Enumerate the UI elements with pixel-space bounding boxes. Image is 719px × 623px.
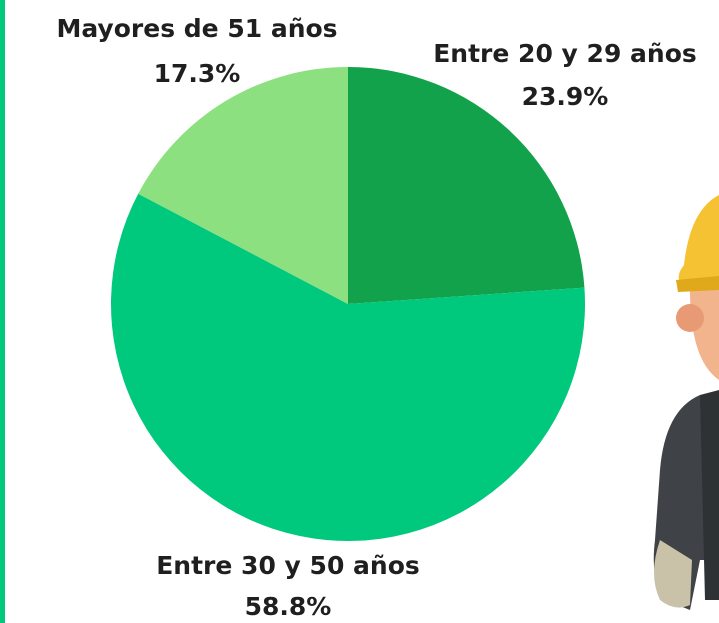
- slice-value-label: 58.8%: [245, 592, 332, 621]
- slice-category-label: Entre 20 y 29 años: [433, 39, 697, 68]
- left-border: [0, 0, 5, 623]
- chart: Entre 20 y 29 años 23.9% Entre 30 y 50 año…: [0, 0, 719, 623]
- worker-illustration: [654, 195, 719, 610]
- slice-value-label: 23.9%: [522, 82, 609, 111]
- slice-category-label: Entre 30 y 50 años: [156, 551, 420, 580]
- slice-category-label: Mayores de 51 años: [56, 14, 337, 43]
- slice-value-label: 17.3%: [154, 59, 241, 88]
